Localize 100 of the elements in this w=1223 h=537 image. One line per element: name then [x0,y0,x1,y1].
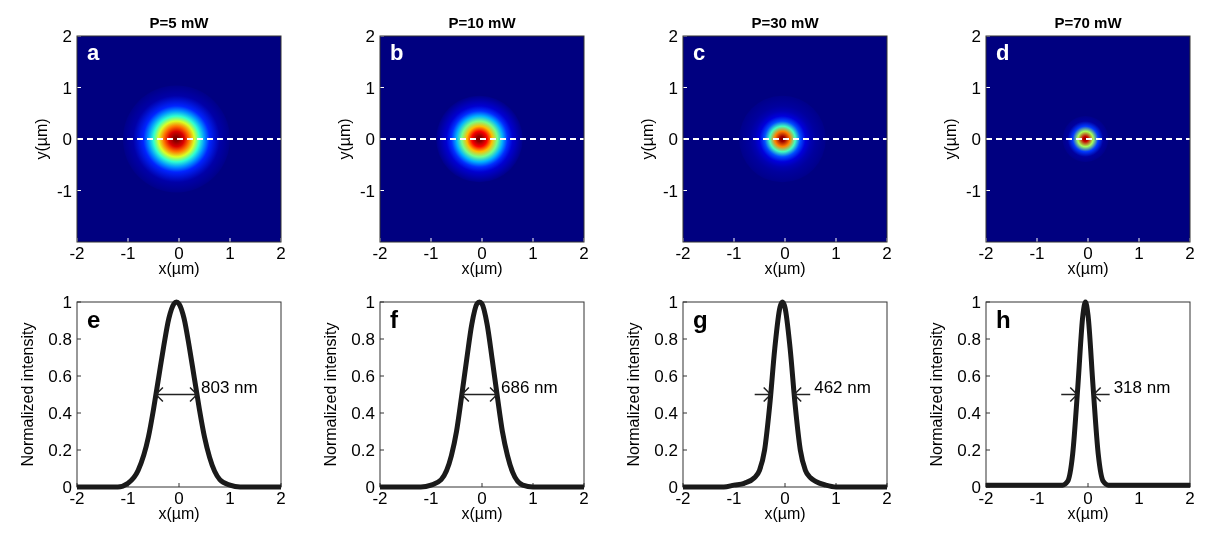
x-tick-label: 0 [477,489,487,508]
x-axis-title: x(µm) [764,260,806,277]
y-axis-title: Normalized intensity [322,322,339,467]
x-tick-label: 0 [174,489,184,508]
annotation: 686 nm [501,377,558,397]
x-tick-label: 0 [1083,244,1093,263]
chart-title: P=5 mW [149,14,210,31]
y-axis-title: Normalized intensity [19,322,36,467]
y-axis-title: y(µm) [639,118,656,160]
annotation: d [996,40,1010,65]
annotation: f [390,306,399,333]
x-tick-label: 2 [276,489,286,508]
annotation: g [693,306,708,333]
y-tick-label: 0 [668,130,678,149]
y-tick-label: 0.8 [957,330,981,349]
y-tick-label: 1 [365,78,375,98]
x-axis-title: x(µm) [461,505,503,522]
x-tick-label: 1 [225,489,235,508]
y-tick-label: 2 [971,27,981,46]
x-tick-label: 1 [1134,489,1144,508]
y-axis-title: y(µm) [942,118,959,160]
x-tick-label: 2 [882,489,892,508]
x-tick-label: 0 [1083,489,1093,508]
x-tick-label: -1 [1029,244,1045,263]
x-tick-label: 0 [174,244,184,263]
y-tick-label: 0.8 [351,330,375,349]
x-axis-title: x(µm) [158,260,200,277]
x-tick-label: 1 [528,489,538,508]
x-tick-label: -1 [423,244,439,263]
y-tick-label: 0.2 [957,441,981,460]
annotation: e [87,306,101,333]
y-tick-label: 1 [971,78,981,98]
x-tick-label: 0 [477,244,487,263]
y-axis-title: y(µm) [33,118,50,160]
y-tick-label: -1 [662,181,678,201]
x-tick-label: 1 [528,244,538,263]
y-tick-label: 0 [971,130,981,149]
y-tick-label: -1 [56,181,72,201]
y-tick-label: 1 [62,78,72,98]
x-tick-label: 1 [831,489,841,508]
x-tick-label: -2 [978,244,994,263]
x-axis-title: x(µm) [1067,260,1109,277]
chart-title: P=10 mW [448,14,517,31]
y-tick-label: 1 [668,293,678,312]
y-tick-label: 0 [62,130,72,149]
y-tick-label: 0.2 [48,441,72,460]
y-tick-label: 0.2 [654,441,678,460]
x-axis-title: x(µm) [1067,505,1109,522]
y-axis-title: Normalized intensity [928,322,945,467]
y-tick-label: 0.8 [654,330,678,349]
y-axis-title: Normalized intensity [625,322,642,467]
annotation: a [87,40,100,65]
y-tick-label: 0.8 [48,330,72,349]
x-axis-title: x(µm) [764,505,806,522]
y-tick-label: 0.4 [48,404,72,423]
y-tick-label: 2 [668,27,678,46]
x-tick-label: 1 [1134,244,1144,263]
annotation: c [693,40,706,65]
y-tick-label: 2 [62,27,72,46]
x-tick-label: 2 [579,244,589,263]
x-tick-label: 0 [780,244,790,263]
annotation: h [996,306,1011,333]
x-axis-title: x(µm) [158,505,200,522]
x-tick-label: -1 [726,489,742,508]
y-tick-label: 0.4 [351,404,375,423]
x-tick-label: 2 [276,244,286,263]
y-tick-label: 0.4 [957,404,981,423]
x-tick-label: -1 [1029,489,1045,508]
y-tick-label: 1 [365,293,375,312]
chart-title: P=30 mW [751,14,820,31]
y-tick-label: -1 [965,181,981,201]
y-tick-label: 0.6 [48,367,72,386]
y-tick-label: 0 [365,130,375,149]
y-tick-label: 0.4 [654,404,678,423]
annotation: 803 nm [201,377,258,397]
x-axis-title: x(µm) [461,260,503,277]
y-axis-title: y(µm) [336,118,353,160]
x-tick-label: -1 [120,489,136,508]
y-tick-label: 0.6 [351,367,375,386]
annotation: b [390,40,404,65]
x-tick-label: 0 [780,489,790,508]
y-tick-label: 0.2 [351,441,375,460]
y-tick-label: 1 [62,293,72,312]
x-tick-label: 2 [1185,244,1195,263]
x-tick-label: -1 [423,489,439,508]
x-tick-label: -2 [675,244,691,263]
y-tick-label: 0.6 [957,367,981,386]
x-tick-label: -2 [372,244,388,263]
x-tick-label: 2 [882,244,892,263]
y-tick-label: -1 [359,181,375,201]
y-tick-label: 1 [971,293,981,312]
x-tick-label: 2 [1185,489,1195,508]
y-tick-label: 2 [365,27,375,46]
chart-title: P=70 mW [1054,14,1123,31]
x-tick-label: -1 [726,244,742,263]
y-tick-label: 0.6 [654,367,678,386]
x-tick-label: 2 [579,489,589,508]
x-tick-label: 1 [225,244,235,263]
x-tick-label: 1 [831,244,841,263]
annotation: 462 nm [814,377,871,397]
